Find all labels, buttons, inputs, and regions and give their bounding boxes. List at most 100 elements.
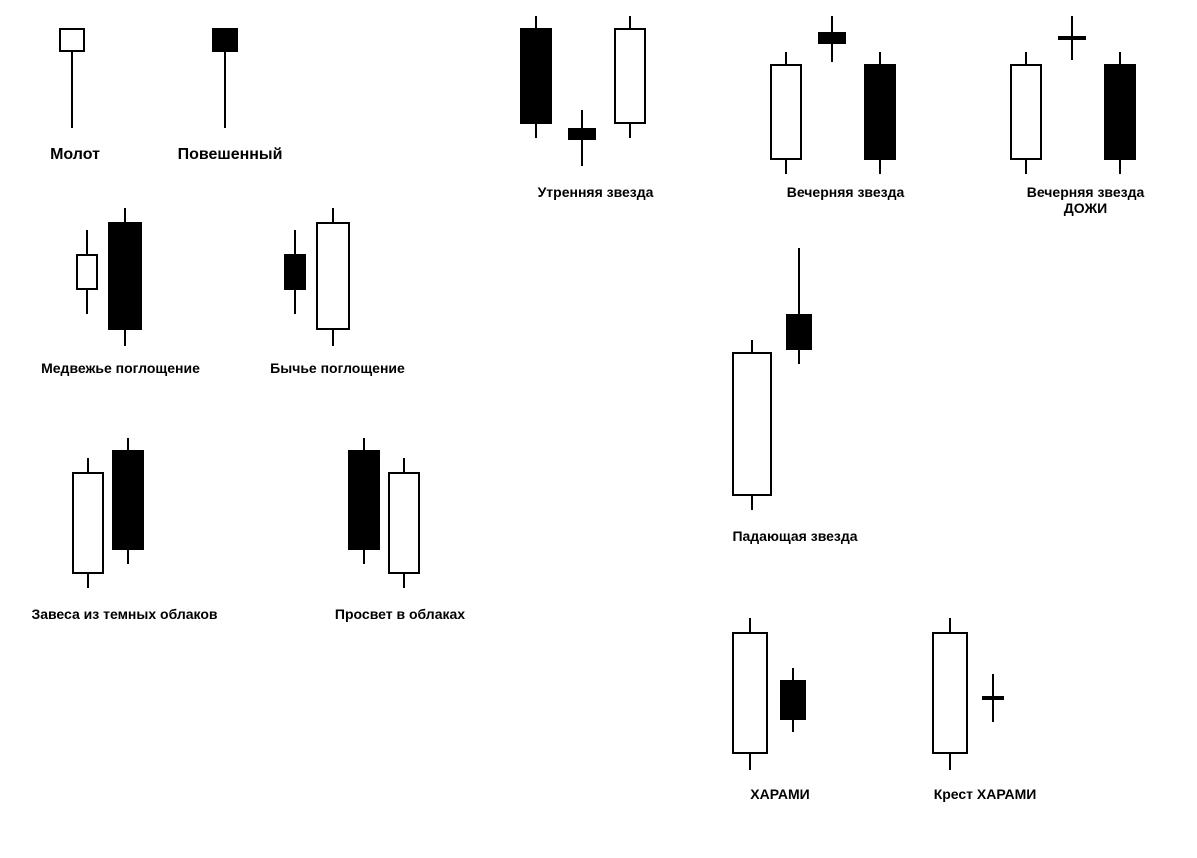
pattern-label: Завеса из темных облаков — [12, 606, 237, 622]
pattern-label: Медвежье поглощение — [18, 360, 223, 376]
pattern-shooting-star: Падающая звезда — [690, 248, 900, 518]
wick-lower — [751, 496, 753, 510]
pattern-hammer: Молот — [20, 28, 130, 138]
pattern-stage — [12, 438, 237, 598]
candle — [614, 16, 646, 176]
wick-upper — [749, 618, 751, 632]
candle-body-bullish — [732, 632, 768, 754]
pattern-label: Бычье поглощение — [240, 360, 435, 376]
wick-lower — [127, 550, 129, 564]
wick-lower — [87, 574, 89, 588]
pattern-harami: ХАРАМИ — [700, 618, 860, 778]
pattern-harami-cross: Крест ХАРАМИ — [900, 618, 1070, 778]
wick-upper — [127, 438, 129, 450]
wick-lower — [629, 124, 631, 138]
candle — [212, 28, 238, 138]
candle — [1010, 16, 1042, 176]
candle-body-bullish — [1010, 64, 1042, 160]
candle — [568, 16, 596, 176]
candle-body-bullish — [732, 352, 772, 496]
candle-body-bearish — [1104, 64, 1136, 160]
candle-body-bearish — [520, 28, 552, 124]
pattern-label: Вечерняя звезда — [748, 184, 943, 200]
candle-body-bearish — [864, 64, 896, 160]
pattern-stage — [690, 248, 900, 518]
wick-upper — [87, 458, 89, 472]
pattern-stage — [700, 618, 860, 778]
candle — [316, 208, 350, 353]
pattern-label: Крест ХАРАМИ — [900, 786, 1070, 802]
wick-upper — [124, 208, 126, 222]
pattern-evening-star: Вечерняя звезда — [748, 16, 943, 176]
pattern-stage — [900, 618, 1070, 778]
wick-lower — [535, 124, 537, 138]
pattern-label: Молот — [20, 146, 130, 164]
pattern-label: Просвет в облаках — [300, 606, 500, 622]
pattern-stage — [20, 28, 130, 138]
pattern-label: ХАРАМИ — [700, 786, 860, 802]
pattern-evening-star-doji: Вечерняя звезда ДОЖИ — [988, 16, 1183, 176]
candle-body-bullish — [59, 28, 85, 52]
pattern-stage — [240, 208, 435, 353]
pattern-stage — [150, 28, 310, 138]
wick-lower — [1025, 160, 1027, 174]
pattern-stage — [748, 16, 943, 176]
candle-body-bearish — [348, 450, 380, 550]
wick-upper — [792, 668, 794, 680]
pattern-label: Повешенный — [150, 146, 310, 164]
wick-upper — [363, 438, 365, 450]
wick-lower — [785, 160, 787, 174]
candle — [1104, 16, 1136, 176]
pattern-label: Утренняя звезда — [498, 184, 693, 200]
wick-upper — [403, 458, 405, 472]
candle — [770, 16, 802, 176]
candle — [932, 618, 968, 778]
candle — [284, 208, 306, 353]
candle — [780, 618, 806, 778]
wick-upper — [1119, 52, 1121, 64]
pattern-bearish-engulfing: Медвежье поглощение — [18, 208, 223, 353]
wick-lower — [363, 550, 365, 564]
wick-lower — [224, 52, 226, 128]
candle-body-bullish — [614, 28, 646, 124]
candle-body-bullish — [76, 254, 98, 290]
candle — [818, 16, 846, 176]
candle — [388, 438, 420, 598]
wick-upper — [785, 52, 787, 64]
wick-upper — [798, 248, 800, 314]
candle-body-bearish — [284, 254, 306, 290]
wick-upper — [332, 208, 334, 222]
wick-upper — [831, 16, 833, 32]
candle-body-bearish — [786, 314, 812, 350]
wick-lower — [749, 754, 751, 770]
pattern-stage — [300, 438, 500, 598]
candle — [59, 28, 85, 138]
candle-body-bullish — [770, 64, 802, 160]
wick-lower — [992, 699, 994, 722]
candlestick-patterns-diagram: Молот Повешенный Медвежье поглощение Бычье … — [0, 0, 1197, 858]
wick-lower — [581, 140, 583, 166]
wick-lower — [124, 330, 126, 346]
candle — [520, 16, 552, 176]
candle-body-bearish — [818, 32, 846, 44]
wick-lower — [879, 160, 881, 174]
wick-lower — [949, 754, 951, 770]
candle — [1058, 16, 1086, 176]
pattern-stage — [498, 16, 693, 176]
candle — [732, 618, 768, 778]
pattern-piercing-line: Просвет в облаках — [300, 438, 500, 598]
wick-upper — [535, 16, 537, 28]
wick-upper — [1025, 52, 1027, 64]
wick-upper — [1071, 16, 1073, 36]
wick-upper — [992, 674, 994, 696]
pattern-dark-cloud-cover: Завеса из темных облаков — [12, 438, 237, 598]
wick-lower — [294, 290, 296, 314]
candle-body-bullish — [932, 632, 968, 754]
candle — [732, 248, 772, 518]
candle — [76, 208, 98, 353]
candle-body-bearish — [568, 128, 596, 140]
pattern-label: Падающая звезда — [690, 528, 900, 544]
pattern-stage — [18, 208, 223, 353]
pattern-stage — [988, 16, 1183, 176]
wick-lower — [403, 574, 405, 588]
